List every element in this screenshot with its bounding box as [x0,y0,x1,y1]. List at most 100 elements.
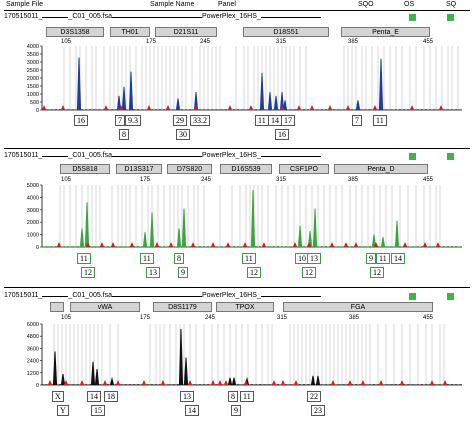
peak [121,86,127,111]
size-standard-marker [227,105,233,110]
y-tick-label: 500 [30,100,39,106]
locus-tab-d21s11[interactable]: D21S11 [155,27,217,37]
locus-tab-penta-d[interactable]: Penta_D [334,164,428,174]
allele-call[interactable]: 9 [366,253,376,264]
allele-call[interactable]: 17 [281,115,295,126]
y-tick-label: 4000 [27,195,39,201]
allele-call[interactable]: 30 [176,129,190,140]
peak [94,369,100,386]
sq-header[interactable]: SQ [446,1,457,8]
locus-tab-d16s539[interactable]: D16S539 [220,164,272,174]
locus-tab-fga[interactable]: FGA [283,302,433,312]
allele-call[interactable]: 8 [119,129,129,140]
allele-call[interactable]: 11 [373,115,387,126]
size-standard-marker [168,242,174,247]
size-standard-marker [193,105,199,110]
size-standard-marker [41,105,47,110]
locus-tab-th01[interactable]: TH01 [110,27,150,37]
allele-call[interactable]: 7 [352,115,362,126]
scale-label: 105 [61,177,72,183]
locus-tab-d5s818[interactable]: D5S818 [60,164,110,174]
sample-row[interactable]: 170515011_ _C01_005.fsa PowerPlex_16HS_ [4,292,321,299]
allele-call[interactable]: 14 [391,253,405,264]
y-tick-label: 2500 [27,68,39,74]
allele-call[interactable]: 9 [178,267,188,278]
locus-tab-tpox[interactable]: TPOX [216,302,274,312]
y-tick-label: 1200 [27,371,39,377]
size-standard-marker [141,380,147,385]
allele-call[interactable]: 23 [311,405,325,416]
allele-call[interactable]: 22 [307,391,321,402]
sample-file-header[interactable]: Sample File [6,1,43,8]
allele-call[interactable]: 9.3 [125,115,141,126]
y-tick-label: 1000 [27,233,39,239]
allele-call[interactable]: 11 [255,115,269,126]
size-standard-marker [103,105,109,110]
locus-tab-d8s1179[interactable]: D8S1179 [153,302,212,312]
locus-tab-amelogenin[interactable] [50,302,64,312]
allele-call[interactable]: 33.2 [190,115,210,126]
size-standard-marker [129,242,135,247]
allele-call[interactable]: Y [57,405,69,416]
peak [52,351,58,386]
locus-tab-csf1po[interactable]: CSF1PO [279,164,329,174]
peak [178,328,184,386]
allele-call[interactable]: 12 [302,267,316,278]
allele-call[interactable]: 12 [81,267,95,278]
panel-header[interactable]: Panel [218,1,236,8]
allele-call[interactable]: 11 [77,253,91,264]
sample-name-header[interactable]: Sample Name [150,1,195,8]
allele-call[interactable]: 16 [74,115,88,126]
locus-tab-penta-e[interactable]: Penta_E [341,27,430,37]
y-tick-label: 3000 [27,60,39,66]
allele-call[interactable]: 12 [247,267,261,278]
locus-tab-d13s317[interactable]: D13S317 [116,164,162,174]
allele-call[interactable]: 14 [185,405,199,416]
size-standard-marker [293,380,299,385]
size-standard-marker [402,242,408,247]
locus-tab-d3s1358[interactable]: D3S1358 [46,27,104,37]
allele-call[interactable]: 11 [242,253,256,264]
peak [355,100,361,111]
peak [250,189,256,248]
allele-call[interactable]: 14 [268,115,282,126]
os-header[interactable]: OS [404,1,415,8]
y-tick-label: 2400 [27,359,39,365]
allele-call[interactable]: 18 [104,391,118,402]
allele-call[interactable]: 13 [307,253,321,264]
allele-call[interactable]: 15 [91,405,105,416]
sample-row[interactable]: 170515011_ _C01_005.fsa PowerPlex_16HS_ [4,152,321,159]
allele-call[interactable]: 11 [240,391,254,402]
peak [84,202,90,248]
size-standard-marker [242,242,248,247]
allele-call[interactable]: 8 [228,391,238,402]
locus-tab-d7s820[interactable]: D7S820 [167,164,212,174]
allele-call[interactable]: 11 [140,253,154,264]
scale-label: 455 [423,39,434,45]
peak [282,100,288,111]
size-standard-marker [306,242,312,247]
allele-call[interactable]: 14 [87,391,101,402]
size-standard-marker [309,105,315,110]
sqo-header[interactable]: SQO [358,1,374,8]
peak [310,375,316,386]
size-standard-marker [118,105,124,110]
locus-tab-vwa[interactable]: vWA [70,302,140,312]
allele-call[interactable]: 13 [146,267,160,278]
scale-label: 315 [277,315,288,321]
allele-call[interactable]: 7 [115,115,125,126]
allele-call[interactable]: X [52,391,64,402]
size-standard-marker [409,105,415,110]
allele-call[interactable]: 8 [174,253,184,264]
size-standard-marker [102,380,108,385]
allele-call[interactable]: 11 [376,253,390,264]
allele-call[interactable]: 12 [370,267,384,278]
allele-call[interactable]: 13 [180,391,194,402]
sample-row[interactable]: 170515011_ _C01_005.fsa PowerPlex_16HS_ [4,13,321,20]
scale-label: 455 [423,177,434,183]
y-tick-label: 0 [36,383,39,389]
allele-call[interactable]: 16 [275,129,289,140]
locus-tab-d18s51[interactable]: D18S51 [243,27,329,37]
allele-call[interactable]: 9 [231,405,241,416]
allele-call[interactable]: 29 [173,115,187,126]
